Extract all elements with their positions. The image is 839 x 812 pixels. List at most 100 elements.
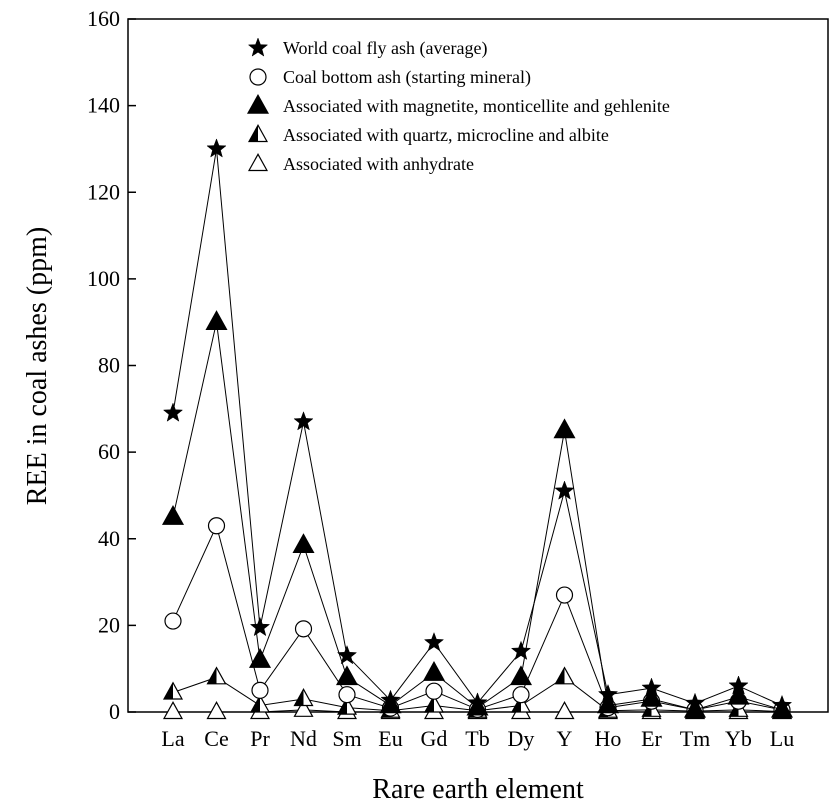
x-tick-label: Gd [421, 726, 448, 751]
star-marker [641, 677, 662, 697]
y-axis: 0 20 40 60 80 100 120 140 160 [87, 6, 136, 724]
star-marker [597, 683, 619, 704]
legend-item: Associated with magnetite, monticellite … [246, 93, 670, 116]
star-marker [162, 402, 184, 422]
star-marker [510, 640, 532, 661]
star-marker [467, 692, 488, 712]
x-tick-label: Tb [465, 726, 489, 751]
circle-marker [512, 686, 530, 704]
legend: World coal fly ash (average) Coal bottom … [246, 37, 670, 174]
legend-label: Associated with magnetite, monticellite … [283, 96, 670, 116]
half-triangle-fill [555, 667, 565, 684]
y-tick-label: 160 [87, 6, 120, 31]
half-triangle-fill [251, 695, 260, 712]
x-tick-label: La [161, 726, 184, 751]
open-triangle-marker [247, 153, 269, 172]
y-tick-label: 0 [109, 699, 120, 724]
filled-triangle-marker [727, 684, 750, 705]
half-triangle-marker [249, 694, 271, 713]
circle-marker [294, 620, 313, 638]
x-tick-label: Pr [250, 726, 270, 751]
y-tick-label: 80 [98, 353, 120, 378]
legend-label: World coal fly ash (average) [283, 38, 487, 59]
half-triangle-marker [162, 681, 184, 700]
star-marker [206, 138, 227, 158]
y-tick-label: 100 [87, 266, 120, 291]
y-tick-label: 20 [98, 612, 120, 637]
star-marker [728, 675, 749, 695]
y-tick-label: 40 [98, 526, 120, 551]
star-marker [249, 616, 271, 637]
x-tick-label: Lu [770, 726, 794, 751]
star-marker [423, 631, 445, 652]
legend-label: Associated with anhydrate [283, 154, 474, 174]
filled-triangle-marker [335, 665, 359, 686]
half-triangle-fill [425, 695, 434, 712]
series-0 [162, 138, 793, 715]
plot-border [127, 18, 829, 713]
half-triangle-marker [206, 666, 227, 685]
legend-item: Associated with anhydrate [247, 153, 474, 174]
filled-triangle-marker [161, 505, 185, 525]
star-marker [554, 480, 575, 500]
series-line [172, 524, 783, 711]
star-marker [336, 644, 358, 665]
half-triangle-marker [423, 694, 445, 713]
star-marker [771, 694, 793, 715]
x-tick-label: Ho [595, 726, 622, 751]
x-tick-label: Eu [378, 726, 402, 751]
open-triangle-marker [554, 701, 575, 720]
circle-marker [425, 682, 443, 700]
legend-item: Coal bottom ash (starting mineral) [249, 67, 531, 88]
circle-marker [338, 686, 356, 704]
filled-triangle-marker [248, 647, 272, 668]
y-tick-label: 140 [87, 93, 120, 118]
star-marker [247, 37, 269, 57]
plot-frame [127, 18, 829, 713]
y-axis-title: REE in coal ashes (ppm) [22, 227, 53, 505]
star-marker [684, 692, 706, 713]
x-axis-title: Rare earth element [372, 774, 584, 805]
series-line [172, 148, 783, 706]
filled-triangle-marker [596, 693, 620, 714]
x-tick-label: Nd [290, 726, 317, 751]
y-tick-label: 60 [98, 439, 120, 464]
x-tick-label: Yb [725, 726, 752, 751]
open-triangle-marker [293, 698, 314, 717]
star-marker [380, 689, 401, 709]
half-triangle-fill [294, 689, 304, 706]
filled-triangle-marker [422, 660, 446, 681]
half-triangle-fill [164, 682, 173, 699]
x-tick-label: Ce [204, 726, 228, 751]
x-tick-label: Tm [680, 726, 711, 751]
half-triangle-fill [249, 125, 258, 142]
series-2 [161, 310, 794, 718]
legend-label: Coal bottom ash (starting mineral) [283, 67, 531, 88]
filled-triangle-marker [509, 665, 533, 686]
filled-triangle-marker [292, 533, 315, 554]
x-tick-label: Dy [508, 726, 535, 751]
circle-marker [207, 517, 226, 535]
filled-triangle-marker [640, 686, 663, 707]
y-tick-label: 120 [87, 179, 120, 204]
open-triangle-marker [162, 701, 184, 720]
half-triangle-marker [293, 688, 314, 707]
filled-triangle-marker [246, 93, 270, 114]
legend-item: Associated with quartz, microcline and a… [247, 124, 609, 145]
series-line [172, 322, 783, 711]
circle-marker [164, 612, 182, 630]
legend-label: Associated with quartz, microcline and a… [283, 125, 609, 145]
half-triangle-fill [207, 667, 217, 684]
x-tick-label: Sm [332, 726, 361, 751]
star-marker [293, 411, 314, 431]
filled-triangle-marker [553, 418, 576, 439]
circle-marker [251, 681, 269, 699]
series-layer [161, 138, 794, 720]
circle-marker [555, 586, 574, 604]
half-triangle-marker [554, 666, 575, 685]
filled-triangle-marker [205, 310, 228, 330]
legend-item: World coal fly ash (average) [247, 37, 487, 59]
x-tick-label: Er [641, 726, 662, 751]
x-tick-label: Y [557, 726, 573, 751]
